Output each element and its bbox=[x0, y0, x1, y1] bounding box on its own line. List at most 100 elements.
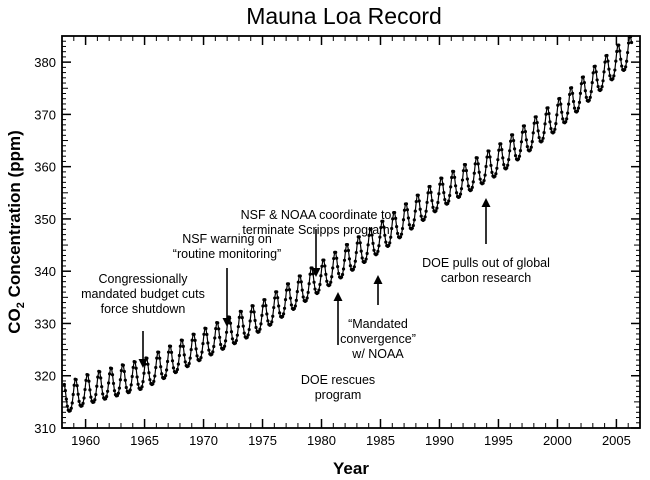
data-point bbox=[613, 68, 617, 72]
data-point bbox=[286, 282, 291, 286]
data-point bbox=[390, 226, 394, 231]
data-point bbox=[560, 110, 564, 114]
data-point bbox=[276, 296, 280, 300]
data-point bbox=[629, 40, 634, 45]
data-point bbox=[595, 78, 599, 82]
data-point bbox=[301, 295, 305, 299]
data-point bbox=[265, 312, 269, 316]
data-point bbox=[124, 385, 128, 390]
data-point bbox=[264, 304, 268, 308]
data-point bbox=[446, 201, 450, 206]
data-point bbox=[567, 102, 571, 106]
data-point bbox=[484, 164, 488, 169]
data-point bbox=[283, 298, 288, 302]
data-point bbox=[499, 142, 503, 146]
data-point bbox=[294, 298, 298, 302]
data-point bbox=[387, 243, 391, 248]
data-point bbox=[578, 91, 583, 95]
data-point bbox=[317, 288, 321, 292]
data-point bbox=[407, 223, 411, 227]
annotation-label: w/ NOAA bbox=[351, 347, 404, 361]
data-point bbox=[388, 241, 392, 245]
data-point bbox=[342, 258, 347, 262]
data-point bbox=[223, 339, 228, 343]
data-point bbox=[107, 372, 112, 376]
data-point bbox=[619, 57, 623, 61]
data-point bbox=[576, 106, 581, 110]
data-point bbox=[428, 184, 432, 189]
x-tick-label: 1970 bbox=[189, 433, 218, 448]
annotation-label: mandated budget cuts bbox=[81, 287, 205, 301]
annotation-arrow-head bbox=[138, 359, 148, 368]
data-point bbox=[426, 191, 430, 195]
data-point bbox=[211, 350, 215, 354]
data-point bbox=[129, 383, 133, 387]
data-point bbox=[282, 306, 287, 310]
data-point bbox=[513, 154, 518, 158]
data-point bbox=[190, 338, 194, 342]
data-point bbox=[168, 344, 173, 348]
data-point bbox=[76, 392, 80, 396]
data-point bbox=[141, 379, 145, 384]
annotation-label: “Mandated bbox=[348, 317, 408, 331]
data-point bbox=[594, 70, 598, 74]
data-point bbox=[336, 264, 340, 269]
data-point bbox=[575, 109, 580, 113]
x-tick-label: 1975 bbox=[248, 433, 277, 448]
data-point bbox=[377, 244, 381, 248]
data-point bbox=[72, 383, 76, 387]
data-point bbox=[581, 75, 585, 79]
data-point bbox=[84, 378, 88, 382]
data-point bbox=[142, 371, 146, 375]
data-point bbox=[628, 35, 633, 39]
data-point bbox=[218, 335, 222, 339]
data-point bbox=[140, 385, 144, 389]
data-point bbox=[320, 264, 324, 268]
data-point bbox=[305, 296, 309, 300]
data-point bbox=[583, 89, 587, 93]
data-point bbox=[354, 250, 358, 255]
data-point bbox=[202, 332, 206, 336]
data-point bbox=[330, 275, 334, 279]
data-point bbox=[495, 166, 499, 170]
data-point bbox=[442, 191, 446, 195]
data-point bbox=[552, 130, 556, 134]
data-point bbox=[260, 313, 264, 317]
data-point bbox=[608, 74, 612, 78]
data-point bbox=[625, 59, 629, 63]
data-point bbox=[398, 235, 403, 239]
data-point bbox=[178, 344, 182, 348]
x-tick-label: 1990 bbox=[425, 433, 454, 448]
data-point bbox=[112, 389, 117, 393]
annotation-label: convergence” bbox=[340, 332, 416, 346]
data-point bbox=[626, 50, 630, 55]
data-point bbox=[611, 77, 615, 81]
data-point bbox=[435, 206, 439, 210]
data-point bbox=[110, 373, 115, 377]
data-point bbox=[570, 91, 575, 95]
data-point bbox=[158, 356, 162, 360]
data-point bbox=[239, 309, 243, 314]
annotation-label: “routine monitoring” bbox=[173, 247, 281, 261]
data-point bbox=[64, 397, 68, 401]
data-point bbox=[365, 251, 369, 256]
data-point bbox=[212, 344, 216, 349]
data-point bbox=[603, 60, 607, 64]
data-point bbox=[516, 157, 521, 161]
data-point bbox=[269, 322, 273, 327]
data-point bbox=[347, 257, 352, 261]
data-point bbox=[235, 333, 239, 337]
data-point bbox=[200, 350, 204, 354]
data-point bbox=[266, 319, 270, 323]
data-point bbox=[74, 377, 78, 382]
data-point bbox=[599, 87, 603, 92]
data-point bbox=[566, 111, 570, 115]
data-point bbox=[443, 197, 447, 202]
data-point bbox=[424, 209, 428, 213]
chart-title: Mauna Loa Record bbox=[246, 3, 442, 29]
data-point bbox=[520, 130, 525, 134]
data-point bbox=[463, 163, 468, 167]
data-point bbox=[109, 366, 114, 371]
data-point bbox=[346, 248, 351, 253]
data-point bbox=[253, 318, 257, 323]
